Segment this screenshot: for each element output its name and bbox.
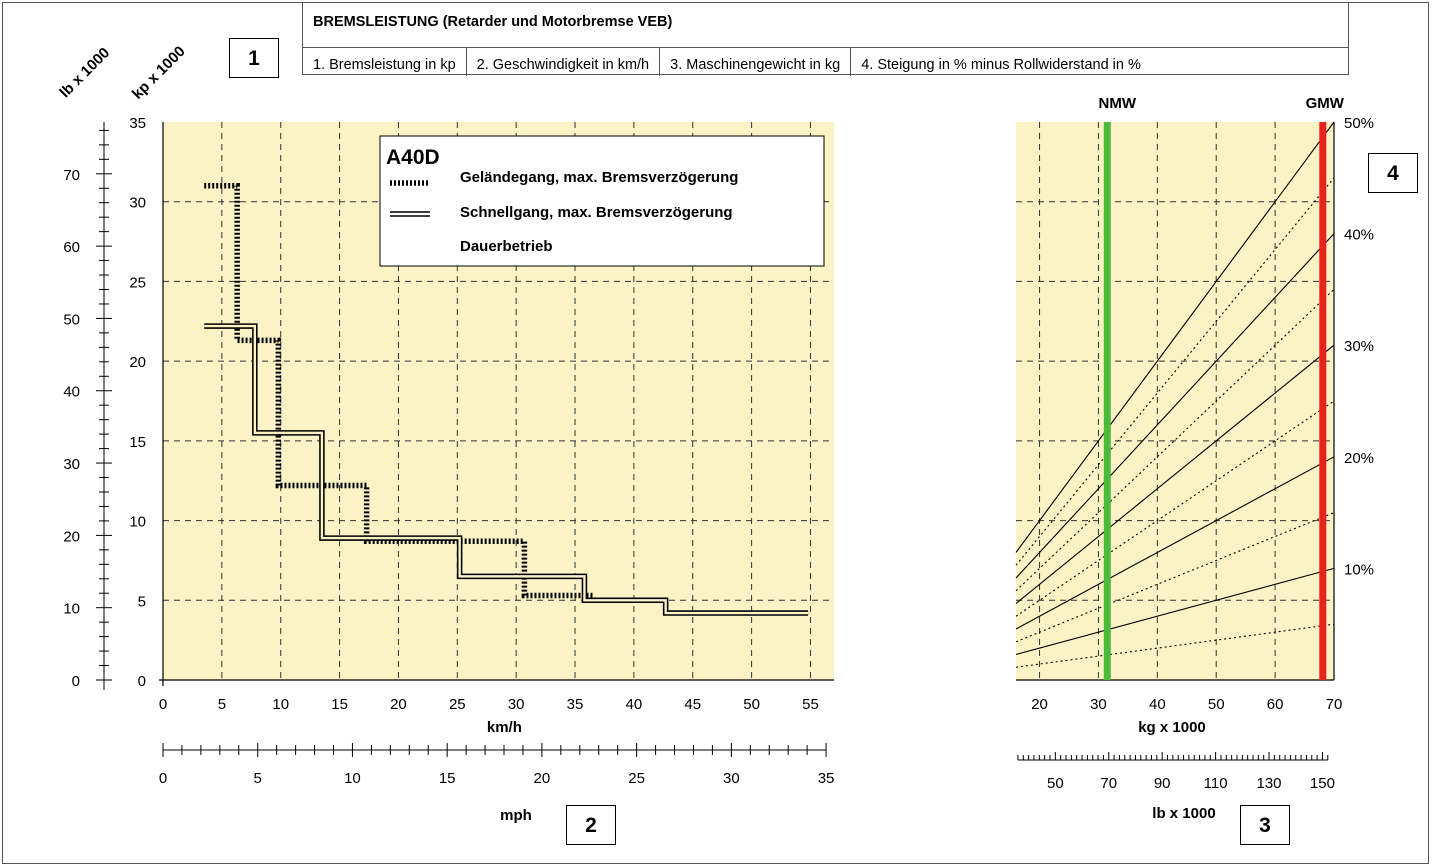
series-schnellgang-inner (204, 324, 809, 615)
header-item-1: 1. Bremsleistung in kp (303, 48, 467, 76)
kp-tick-30: 30 (129, 195, 146, 212)
kmh-tick-30: 30 (508, 696, 525, 713)
header-item-3: 3. Maschinengewicht in kg (660, 48, 852, 76)
grade-line-50 (1015, 121, 1335, 553)
kp-tick-15: 15 (129, 434, 146, 451)
kg-tick-70: 70 (1326, 696, 1343, 713)
kg-tick-20: 20 (1031, 696, 1048, 713)
box-1: 1 (229, 38, 279, 78)
kg-tick-50: 50 (1208, 696, 1225, 713)
lb-right-tick-50: 50 (1047, 775, 1064, 792)
grade-label-50: 50% (1344, 115, 1374, 132)
grade-label-10: 10% (1344, 561, 1374, 578)
x-axis-label-lb-right: lb x 1000 (1152, 805, 1215, 822)
header-item-4: 4. Steigung in % minus Rollwiderstand in… (861, 57, 1141, 73)
grade-line-35 (1015, 289, 1335, 592)
mph-tick-15: 15 (439, 770, 456, 787)
grade-line-15 (1015, 512, 1335, 643)
lb-tick-70: 70 (63, 167, 80, 184)
kmh-tick-50: 50 (743, 696, 760, 713)
x-axis-label-kg: kg x 1000 (1138, 719, 1206, 736)
kp-tick-20: 20 (129, 354, 146, 371)
lb-tick-0: 0 (72, 673, 80, 690)
legend-label-dauerbetrieb: Dauerbetrieb (460, 238, 553, 255)
lb-tick-10: 10 (63, 601, 80, 618)
lb-right-tick-150: 150 (1310, 775, 1335, 792)
chart-header: BREMSLEISTUNG (Retarder und Motorbremse … (302, 3, 1349, 76)
legend-model: A40D (386, 146, 440, 169)
kp-tick-35: 35 (129, 115, 146, 132)
kmh-tick-45: 45 (684, 696, 701, 713)
mph-tick-5: 5 (254, 770, 262, 787)
legend-label-gelaendegang: Geländegang, max. Bremsverzögerung (460, 169, 738, 186)
kg-tick-40: 40 (1149, 696, 1166, 713)
grade-label-40: 40% (1344, 227, 1374, 244)
grade-line-20 (1015, 456, 1335, 630)
grade-label-20: 20% (1344, 450, 1374, 467)
marker-label-nmw: NMW (1099, 95, 1137, 112)
lb-tick-30: 30 (63, 456, 80, 473)
y-axis-label-kp: kp x 1000 (129, 43, 189, 103)
legend-label-schnellgang: Schnellgang, max. Bremsverzögerung (460, 204, 733, 221)
kp-tick-10: 10 (129, 514, 146, 531)
mph-tick-35: 35 (818, 770, 835, 787)
mph-tick-20: 20 (534, 770, 551, 787)
lb-tick-60: 60 (63, 239, 80, 256)
kg-tick-30: 30 (1090, 696, 1107, 713)
grade-line-40 (1015, 233, 1335, 579)
lb-tick-40: 40 (63, 384, 80, 401)
grade-line-25 (1015, 400, 1335, 617)
kp-tick-25: 25 (129, 274, 146, 291)
grade-label-30: 30% (1344, 338, 1374, 355)
kmh-tick-10: 10 (272, 696, 289, 713)
kp-tick-0: 0 (138, 673, 146, 690)
box-2: 2 (566, 805, 616, 845)
kg-tick-60: 60 (1267, 696, 1284, 713)
grade-line-10 (1015, 567, 1335, 656)
kp-tick-5: 5 (138, 593, 146, 610)
kmh-tick-35: 35 (567, 696, 584, 713)
kmh-tick-40: 40 (626, 696, 643, 713)
lb-tick-20: 20 (63, 528, 80, 545)
mph-tick-10: 10 (344, 770, 361, 787)
lb-right-tick-70: 70 (1100, 775, 1117, 792)
kmh-tick-20: 20 (390, 696, 407, 713)
kmh-tick-0: 0 (159, 696, 167, 713)
header-legend-row: 1. Bremsleistung in kp 2. Geschwindigkei… (303, 47, 1348, 76)
kmh-tick-5: 5 (218, 696, 226, 713)
grade-line-30 (1015, 344, 1335, 604)
lb-right-tick-110: 110 (1204, 775, 1228, 792)
grade-line-45 (1015, 177, 1335, 566)
lb-right-tick-130: 130 (1257, 775, 1282, 792)
box-4: 4 (1368, 153, 1418, 193)
kmh-tick-15: 15 (331, 696, 348, 713)
mph-tick-25: 25 (628, 770, 645, 787)
legend-box (379, 135, 825, 267)
marker-label-gmw: GMW (1306, 95, 1345, 112)
kmh-tick-55: 55 (802, 696, 819, 713)
lb-tick-50: 50 (63, 311, 80, 328)
kmh-tick-25: 25 (449, 696, 466, 713)
header-title: BREMSLEISTUNG (Retarder und Motorbremse … (313, 14, 673, 30)
x-axis-label-kmh: km/h (487, 719, 522, 736)
mph-tick-0: 0 (159, 770, 167, 787)
box-3: 3 (1240, 805, 1290, 845)
x-axis-label-mph: mph (500, 807, 532, 824)
plot-area-right (1016, 122, 1334, 680)
mph-tick-30: 30 (723, 770, 740, 787)
grade-line-5 (1015, 623, 1335, 668)
lb-right-tick-90: 90 (1154, 775, 1171, 792)
y-axis-label-lb: lb x 1000 (56, 44, 113, 101)
header-item-2: 2. Geschwindigkeit in km/h (467, 48, 661, 76)
